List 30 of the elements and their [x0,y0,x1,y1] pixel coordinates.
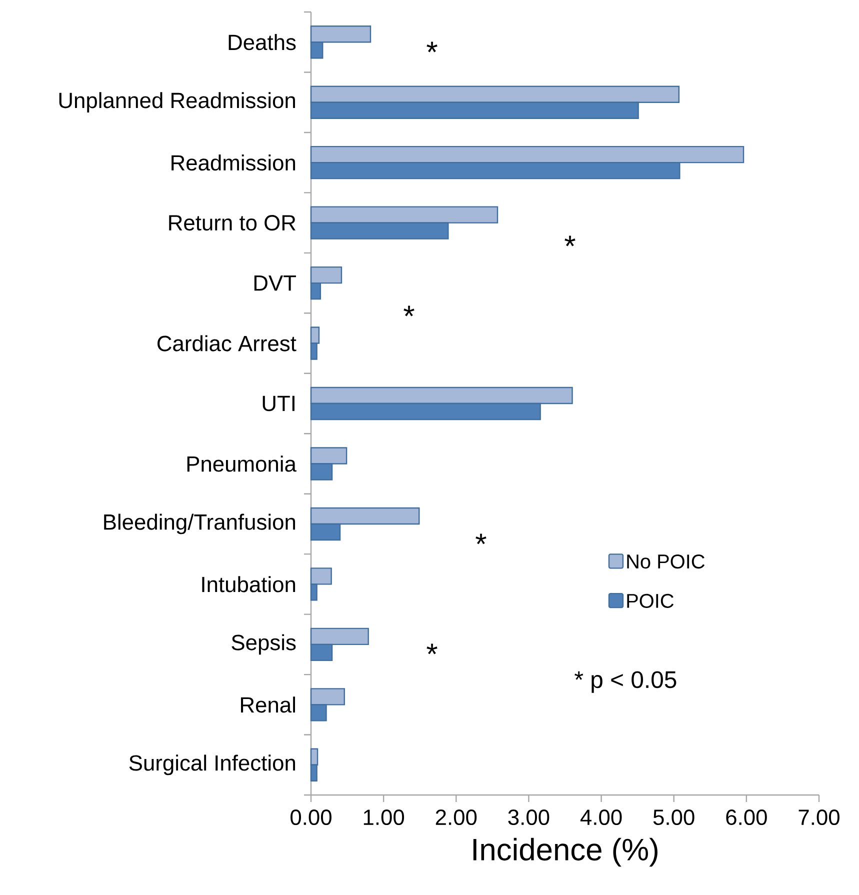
y-tick-label: Intubation [202,576,296,592]
y-tick-label: Return to OR [169,215,296,231]
x-tick-label: 4.00 [580,810,622,826]
y-tick-label: Unplanned Readmission [59,92,295,113]
x-tick-label: 2.00 [436,810,477,826]
x-tick-label: 6.00 [726,810,767,826]
y-tick-label: Renal [241,696,295,713]
annotation: * p < 0.05 [574,671,676,693]
legend-label: No POIC [627,554,705,569]
y-tick-label: Readmission [172,154,296,171]
y-tick-label: Deaths [228,34,296,50]
x-tick-label: 3.00 [508,810,550,826]
annotation: * [426,42,438,52]
y-tick-label: Sepsis [232,634,296,655]
y-tick-label: Cardiac Arrest [158,335,296,352]
annotation: * [426,644,438,654]
y-tick-label: Surgical Infection [129,754,296,776]
y-tick-label: UTI [262,396,294,412]
x-tick-label: 5.00 [653,810,694,826]
x-tick-label: 7.00 [798,810,840,826]
y-tick-label: Pneumonia [187,456,296,472]
annotation: * [404,306,414,316]
x-tick-label: 0.00 [290,810,332,826]
x-tick-label: 1.00 [364,810,404,826]
legend-label: POIC [627,594,674,608]
annotation: * [476,534,486,544]
x-axis-title: Incidence (%) [473,838,658,867]
y-tick-label: Bleeding/Tranfusion [104,514,296,534]
annotation: * [564,236,576,246]
y-tick-label: DVT [254,276,296,291]
